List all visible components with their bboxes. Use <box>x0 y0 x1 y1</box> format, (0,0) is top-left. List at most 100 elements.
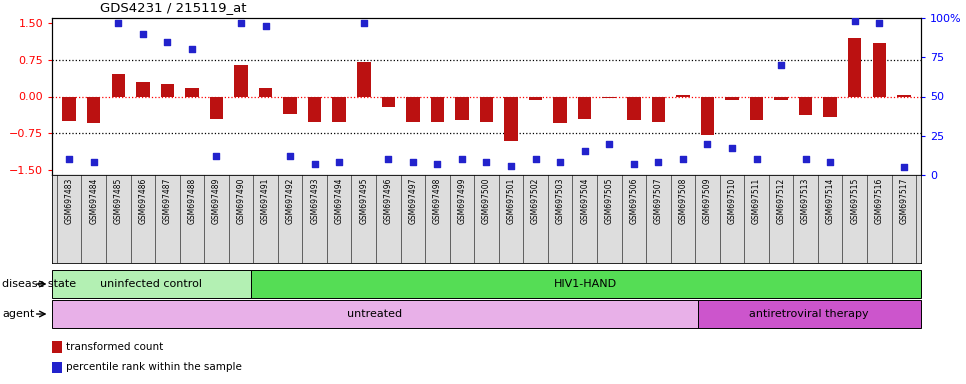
Bar <box>382 96 395 107</box>
Text: GSM697492: GSM697492 <box>286 178 295 224</box>
Bar <box>775 96 788 101</box>
Bar <box>750 96 763 120</box>
Point <box>503 162 519 169</box>
Bar <box>259 88 272 96</box>
Point <box>896 164 912 170</box>
Point <box>602 141 617 147</box>
Text: GSM697491: GSM697491 <box>261 178 270 224</box>
Bar <box>431 96 444 122</box>
Bar <box>250 270 921 298</box>
Point <box>258 23 273 29</box>
Text: GSM697483: GSM697483 <box>65 178 73 224</box>
Point <box>135 31 151 37</box>
Text: GSM697516: GSM697516 <box>875 178 884 224</box>
Text: GSM697488: GSM697488 <box>187 178 196 224</box>
Point <box>331 159 347 166</box>
Point <box>234 20 249 26</box>
Text: GSM697499: GSM697499 <box>458 178 467 224</box>
Text: GSM697486: GSM697486 <box>138 178 148 224</box>
Bar <box>528 96 542 101</box>
Text: GSM697510: GSM697510 <box>727 178 736 224</box>
Text: HIV1-HAND: HIV1-HAND <box>554 279 617 289</box>
Point <box>405 159 420 166</box>
Bar <box>480 96 494 122</box>
Text: GSM697502: GSM697502 <box>531 178 540 224</box>
Text: GSM697504: GSM697504 <box>581 178 589 224</box>
Point <box>847 18 863 24</box>
Point <box>381 156 396 162</box>
Text: GSM697513: GSM697513 <box>801 178 810 224</box>
Text: GSM697500: GSM697500 <box>482 178 491 224</box>
Text: GSM697503: GSM697503 <box>555 178 565 224</box>
Text: GSM697514: GSM697514 <box>826 178 835 224</box>
Text: GSM697489: GSM697489 <box>212 178 221 224</box>
Text: GSM697511: GSM697511 <box>752 178 761 224</box>
Point <box>651 159 667 166</box>
Bar <box>872 43 886 96</box>
Bar <box>455 96 469 120</box>
Bar <box>603 96 616 98</box>
Point <box>86 159 101 166</box>
Bar <box>897 94 911 96</box>
Bar <box>185 88 199 96</box>
Text: untreated: untreated <box>347 309 402 319</box>
Bar <box>52 270 250 298</box>
Text: GSM697498: GSM697498 <box>433 178 441 224</box>
Bar <box>210 96 223 119</box>
Bar <box>52 341 62 353</box>
Text: GSM697493: GSM697493 <box>310 178 319 224</box>
Text: uninfected control: uninfected control <box>100 279 202 289</box>
Text: GSM697501: GSM697501 <box>506 178 516 224</box>
Text: GSM697487: GSM697487 <box>163 178 172 224</box>
Point <box>871 20 887 26</box>
Point <box>577 148 592 154</box>
Point <box>209 153 224 159</box>
Bar <box>357 62 371 96</box>
Bar <box>332 96 346 122</box>
Text: GSM697505: GSM697505 <box>605 178 613 224</box>
Bar <box>823 96 837 117</box>
Point <box>822 159 838 166</box>
Point <box>185 46 200 53</box>
Point <box>454 156 469 162</box>
Point <box>724 145 740 151</box>
Point <box>527 156 543 162</box>
Bar <box>406 96 419 122</box>
Bar <box>697 300 921 328</box>
Text: percentile rank within the sample: percentile rank within the sample <box>66 362 242 372</box>
Bar <box>63 96 76 121</box>
Bar <box>160 84 174 96</box>
Bar <box>52 300 697 328</box>
Bar <box>799 96 812 115</box>
Text: GSM697495: GSM697495 <box>359 178 368 224</box>
Point <box>159 38 175 45</box>
Bar <box>554 96 567 124</box>
Bar <box>578 96 591 119</box>
Text: GSM697509: GSM697509 <box>703 178 712 224</box>
Bar <box>308 96 322 122</box>
Text: GSM697515: GSM697515 <box>850 178 859 224</box>
Bar <box>111 74 125 96</box>
Text: GSM697484: GSM697484 <box>89 178 99 224</box>
Point <box>356 20 372 26</box>
Point <box>774 62 789 68</box>
Point <box>798 156 813 162</box>
Point <box>699 141 715 147</box>
Bar <box>848 38 862 96</box>
Bar <box>700 96 714 135</box>
Bar <box>676 94 690 96</box>
Text: GSM697506: GSM697506 <box>629 178 639 224</box>
Text: GSM697507: GSM697507 <box>654 178 663 224</box>
Text: disease state: disease state <box>2 279 76 289</box>
Bar <box>652 96 665 122</box>
Text: antiretroviral therapy: antiretroviral therapy <box>750 309 869 319</box>
Point <box>675 156 691 162</box>
Text: agent: agent <box>2 309 35 319</box>
Point <box>553 159 568 166</box>
Text: GSM697512: GSM697512 <box>777 178 785 224</box>
Text: GSM697485: GSM697485 <box>114 178 123 224</box>
Text: GSM697497: GSM697497 <box>409 178 417 224</box>
Point <box>62 156 77 162</box>
Bar <box>235 65 247 96</box>
Bar <box>87 96 100 124</box>
